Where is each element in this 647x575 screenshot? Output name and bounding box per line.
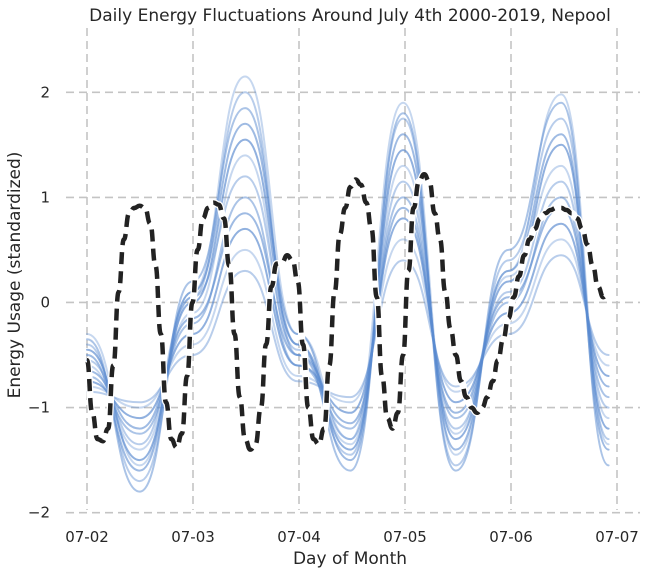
mean-layer (83, 170, 610, 454)
x-tick-label: 07-02 (65, 528, 109, 546)
mean-line (84, 172, 610, 452)
y-tick-label: 0 (40, 293, 50, 311)
x-tick-label: 07-06 (489, 528, 533, 546)
year-series-line (86, 175, 610, 446)
x-tick-label: 07-07 (595, 528, 639, 546)
chart-title: Daily Energy Fluctuations Around July 4t… (89, 6, 611, 26)
x-tick-label: 07-04 (277, 528, 321, 546)
x-tick-label: 07-03 (171, 528, 215, 546)
x-tick-label: 07-05 (383, 528, 427, 546)
y-tick-label: −2 (28, 504, 50, 522)
year-series-line (86, 138, 610, 462)
y-tick-label: 1 (40, 188, 50, 206)
y-tick-label: −1 (28, 399, 50, 417)
series-layer (86, 75, 610, 493)
tick-layer: 07-02 07-03 07-04 07-05 07-06 07-07 2 1 0 −1 −2 (28, 83, 639, 546)
x-axis-label: Day of Month (293, 549, 407, 569)
y-tick-label: 2 (40, 83, 50, 101)
y-axis-label: Energy Usage (standardized) (5, 152, 25, 399)
